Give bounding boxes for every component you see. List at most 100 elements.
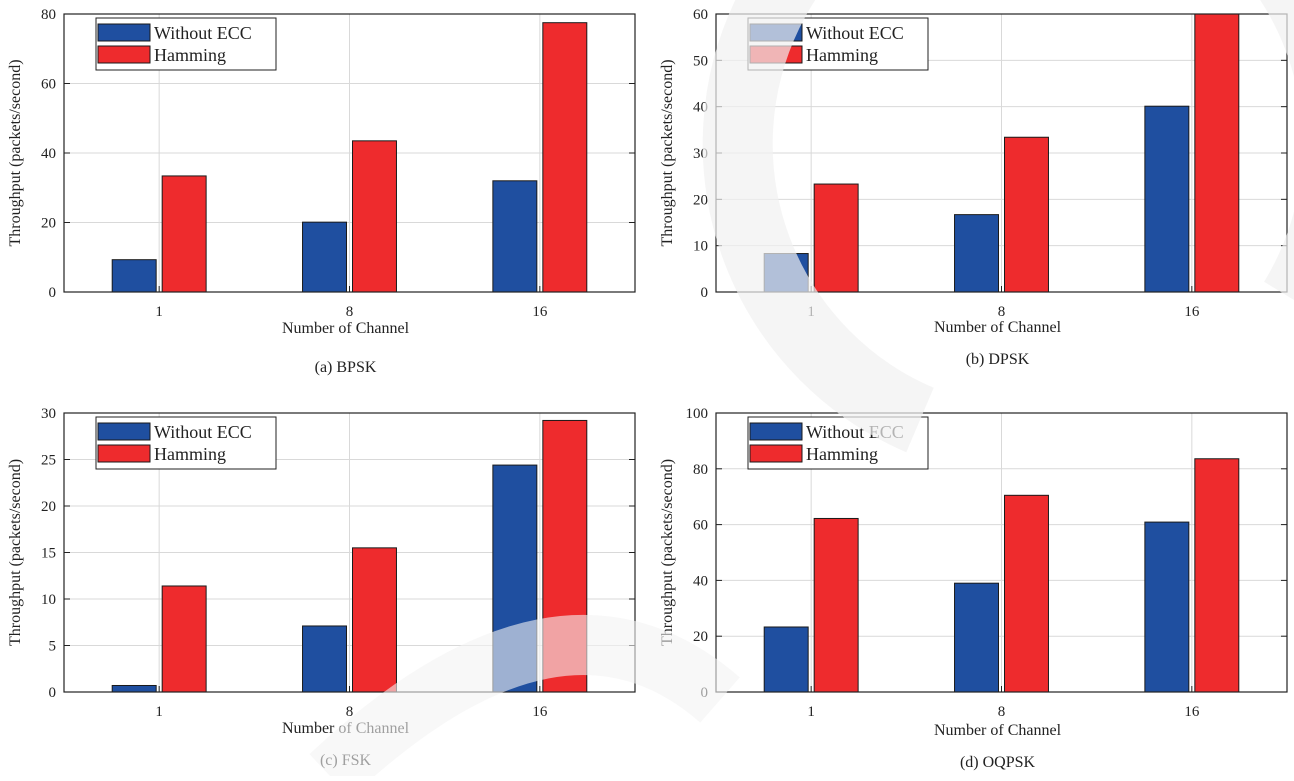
y-tick-label: 20 — [693, 192, 708, 208]
legend-swatch-hamming — [97, 444, 151, 463]
legend-label: Without ECC — [806, 23, 904, 43]
bar-without-ecc-1 — [111, 684, 157, 693]
bar-hamming-8 — [1004, 136, 1049, 293]
bar-hamming-8 — [352, 547, 397, 693]
y-tick-label: 20 — [41, 499, 56, 515]
bar-without-ecc-8 — [954, 214, 1000, 293]
y-tick-label: 0 — [49, 285, 57, 301]
y-tick-label: 0 — [701, 285, 709, 301]
y-tick-label: 0 — [49, 685, 57, 701]
y-axis-title: Throughput (packets/second) — [659, 459, 676, 646]
x-tick-label: 8 — [998, 704, 1006, 720]
x-tick-label: 16 — [1184, 704, 1200, 720]
x-axis-title: Number of Channel — [934, 319, 1062, 336]
y-tick-label: 0 — [701, 685, 709, 701]
bar-hamming-16 — [1194, 13, 1240, 293]
y-tick-label: 60 — [693, 518, 708, 534]
legend-label: Without ECC — [154, 23, 252, 43]
y-axis-title: Throughput (packets/second) — [7, 59, 24, 246]
bar-hamming-16 — [1194, 458, 1240, 693]
x-tick-label: 8 — [998, 304, 1006, 320]
x-tick-label: 1 — [155, 704, 163, 720]
bar-hamming-8 — [352, 140, 397, 293]
bar-without-ecc-1 — [763, 626, 809, 693]
bar-hamming-16 — [542, 419, 588, 693]
axes-box — [63, 13, 636, 293]
bar-hamming-16 — [542, 22, 588, 293]
panel-caption: (d) OQPSK — [960, 754, 1036, 771]
legend-swatch-without-ecc — [97, 422, 151, 441]
y-tick-label: 30 — [693, 146, 708, 162]
x-tick-label: 16 — [532, 304, 548, 320]
y-tick-label: 40 — [693, 100, 708, 116]
legend-label: Hamming — [154, 444, 226, 464]
x-axis-title: Number of Channel — [282, 320, 410, 337]
y-tick-label: 40 — [693, 573, 708, 589]
bar-hamming-1 — [161, 175, 207, 293]
legend-swatch-without-ecc — [749, 422, 803, 441]
y-tick-label: 10 — [41, 592, 56, 608]
y-tick-label: 5 — [49, 639, 57, 655]
legend-label: Hamming — [806, 444, 878, 464]
y-tick-label: 100 — [686, 406, 709, 422]
bar-without-ecc-16 — [1144, 521, 1190, 693]
bar-hamming-1 — [161, 585, 207, 693]
panel-caption: (a) BPSK — [315, 359, 377, 376]
bar-without-ecc-8 — [302, 625, 347, 693]
legend-swatch-hamming — [749, 444, 803, 463]
y-tick-label: 60 — [693, 7, 708, 23]
legend-label: Without ECC — [154, 422, 252, 442]
y-tick-label: 30 — [41, 406, 56, 422]
y-tick-label: 40 — [41, 146, 56, 162]
y-tick-label: 50 — [693, 53, 708, 69]
y-tick-label: 80 — [693, 462, 708, 478]
bar-hamming-8 — [1004, 494, 1049, 693]
y-tick-label: 10 — [693, 239, 708, 255]
legend-swatch-without-ecc — [97, 23, 151, 42]
legend-label: Without ECC — [806, 422, 904, 442]
bar-hamming-1 — [813, 517, 859, 693]
x-axis-title: Number of Channel — [282, 720, 410, 737]
legend-label: Hamming — [154, 45, 226, 65]
x-tick-label: 16 — [532, 704, 548, 720]
x-tick-label: 8 — [346, 304, 354, 320]
bar-without-ecc-16 — [1144, 105, 1190, 293]
y-tick-label: 20 — [41, 216, 56, 232]
y-tick-label: 25 — [41, 453, 56, 469]
legend-swatch-hamming — [749, 45, 803, 64]
legend-swatch-hamming — [97, 45, 151, 64]
x-tick-label: 1 — [807, 704, 815, 720]
bar-hamming-1 — [813, 183, 859, 293]
bar-without-ecc-8 — [302, 221, 347, 293]
y-tick-label: 20 — [693, 629, 708, 645]
x-tick-label: 1 — [155, 304, 163, 320]
y-axis-title: Throughput (packets/second) — [7, 459, 24, 646]
y-tick-label: 80 — [41, 7, 56, 23]
y-axis-title: Throughput (packets/second) — [659, 59, 676, 246]
bar-without-ecc-1 — [763, 253, 809, 293]
bar-without-ecc-8 — [954, 582, 1000, 693]
bar-without-ecc-16 — [492, 180, 538, 293]
panel-caption: (c) FSK — [320, 752, 372, 769]
x-axis-title: Number of Channel — [934, 722, 1062, 739]
panel-caption: (b) DPSK — [966, 351, 1030, 368]
y-tick-label: 15 — [41, 546, 56, 562]
x-tick-label: 16 — [1184, 304, 1200, 320]
x-tick-label: 1 — [807, 304, 815, 320]
bar-without-ecc-1 — [111, 259, 157, 293]
x-tick-label: 8 — [346, 704, 354, 720]
legend-label: Hamming — [806, 45, 878, 65]
legend-swatch-without-ecc — [749, 23, 803, 42]
y-tick-label: 60 — [41, 77, 56, 93]
bar-without-ecc-16 — [492, 464, 538, 693]
